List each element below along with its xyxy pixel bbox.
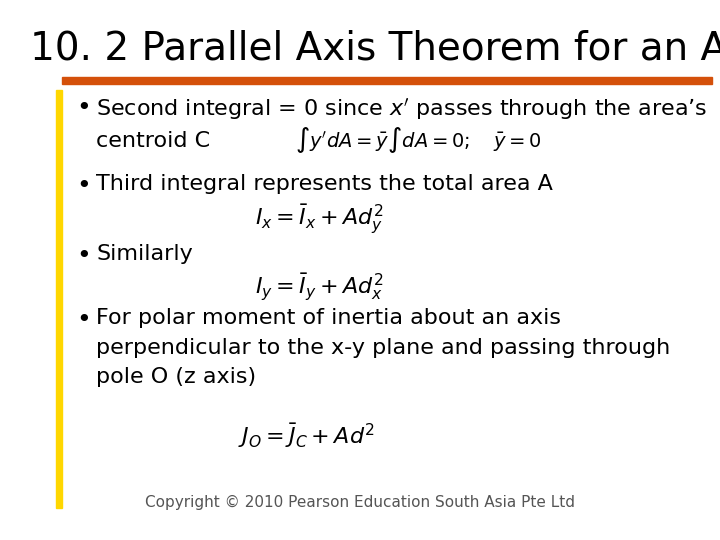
Text: $I_y = \bar{I}_y + Ad_x^2$: $I_y = \bar{I}_y + Ad_x^2$ [255, 272, 384, 303]
Text: $J_O = \bar{J}_C + Ad^2$: $J_O = \bar{J}_C + Ad^2$ [238, 422, 375, 450]
Text: Second integral = 0 since $x'$ passes through the area’s
centroid C: Second integral = 0 since $x'$ passes th… [96, 96, 707, 151]
Text: •: • [76, 174, 91, 198]
Text: •: • [76, 308, 91, 332]
Text: 10. 2 Parallel Axis Theorem for an Area: 10. 2 Parallel Axis Theorem for an Area [30, 30, 720, 68]
Text: Similarly: Similarly [96, 244, 193, 264]
Text: $\int y'dA = \bar{y}\int dA = 0; \quad \bar{y} = 0$: $\int y'dA = \bar{y}\int dA = 0; \quad \… [295, 125, 541, 155]
Bar [56, 90, 62, 508]
Text: •: • [76, 244, 91, 268]
Text: Third integral represents the total area A: Third integral represents the total area… [96, 174, 553, 194]
Text: •: • [76, 96, 91, 120]
Bar [62, 77, 712, 84]
Text: Copyright © 2010 Pearson Education South Asia Pte Ltd: Copyright © 2010 Pearson Education South… [145, 495, 575, 510]
Text: For polar moment of inertia about an axis
perpendicular to the x-y plane and pas: For polar moment of inertia about an axi… [96, 308, 670, 387]
Text: $I_x = \bar{I}_x + Ad_y^2$: $I_x = \bar{I}_x + Ad_y^2$ [255, 202, 384, 235]
